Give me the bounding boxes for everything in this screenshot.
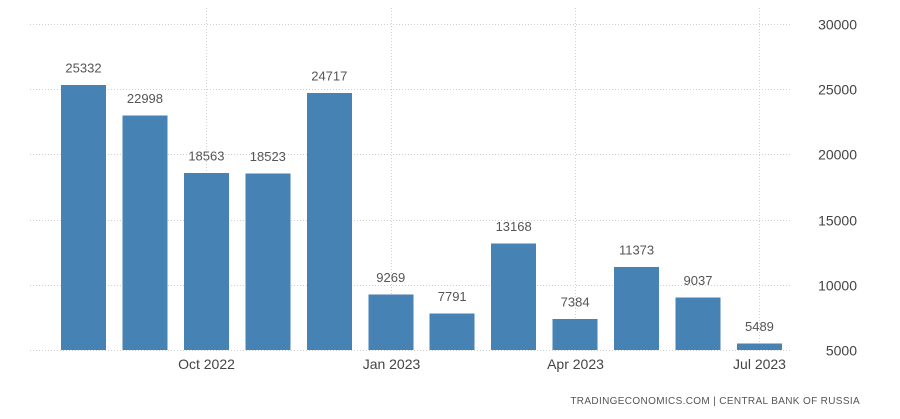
y-tick-label: 10000 (818, 278, 857, 294)
y-tick-label: 5000 (826, 343, 857, 359)
y-axis: 5000 10000 15000 20000 25000 30000 (818, 17, 857, 359)
bar-value-label: 24717 (311, 68, 347, 83)
bar (245, 173, 291, 350)
bar (122, 115, 168, 350)
bar-value-label: 13168 (496, 219, 532, 234)
bar-value-label: 9269 (376, 270, 405, 285)
bar-value-label: 7791 (438, 289, 467, 304)
source-credit: TRADINGECONOMICS.COM | CENTRAL BANK OF R… (570, 396, 860, 407)
bar-value-labels: 25332 22998 18563 18523 24717 9269 7791 13168 73… (65, 60, 773, 334)
bar-value-label: 7384 (561, 294, 590, 309)
bar (306, 92, 352, 350)
bar (183, 173, 229, 350)
x-tick-label: Oct 2022 (178, 356, 235, 372)
x-axis: Oct 2022 Jan 2023 Apr 2023 Jul 2023 (178, 356, 786, 372)
bar (614, 266, 660, 350)
bar-value-label: 25332 (65, 60, 101, 75)
y-tick-label: 30000 (818, 17, 857, 33)
x-tick-label: Jul 2023 (733, 356, 786, 372)
bar-value-label: 5489 (745, 319, 774, 334)
bar (61, 84, 106, 351)
bars (61, 84, 782, 351)
x-tick-label: Apr 2023 (547, 356, 604, 372)
bar (736, 343, 782, 350)
bar (675, 297, 721, 350)
bar-value-label: 22998 (127, 91, 163, 106)
y-tick-label: 20000 (818, 147, 857, 163)
bar-value-label: 11373 (619, 242, 654, 257)
bar (368, 294, 414, 350)
bar-value-label: 18563 (188, 149, 224, 164)
bar (429, 313, 475, 350)
bar-value-label: 18523 (250, 149, 286, 164)
bar (552, 318, 598, 350)
bar-value-label: 9037 (684, 273, 713, 288)
y-tick-label: 15000 (818, 213, 857, 229)
y-tick-label: 25000 (818, 82, 857, 98)
x-tick-label: Jan 2023 (363, 356, 421, 372)
bar (491, 243, 537, 350)
